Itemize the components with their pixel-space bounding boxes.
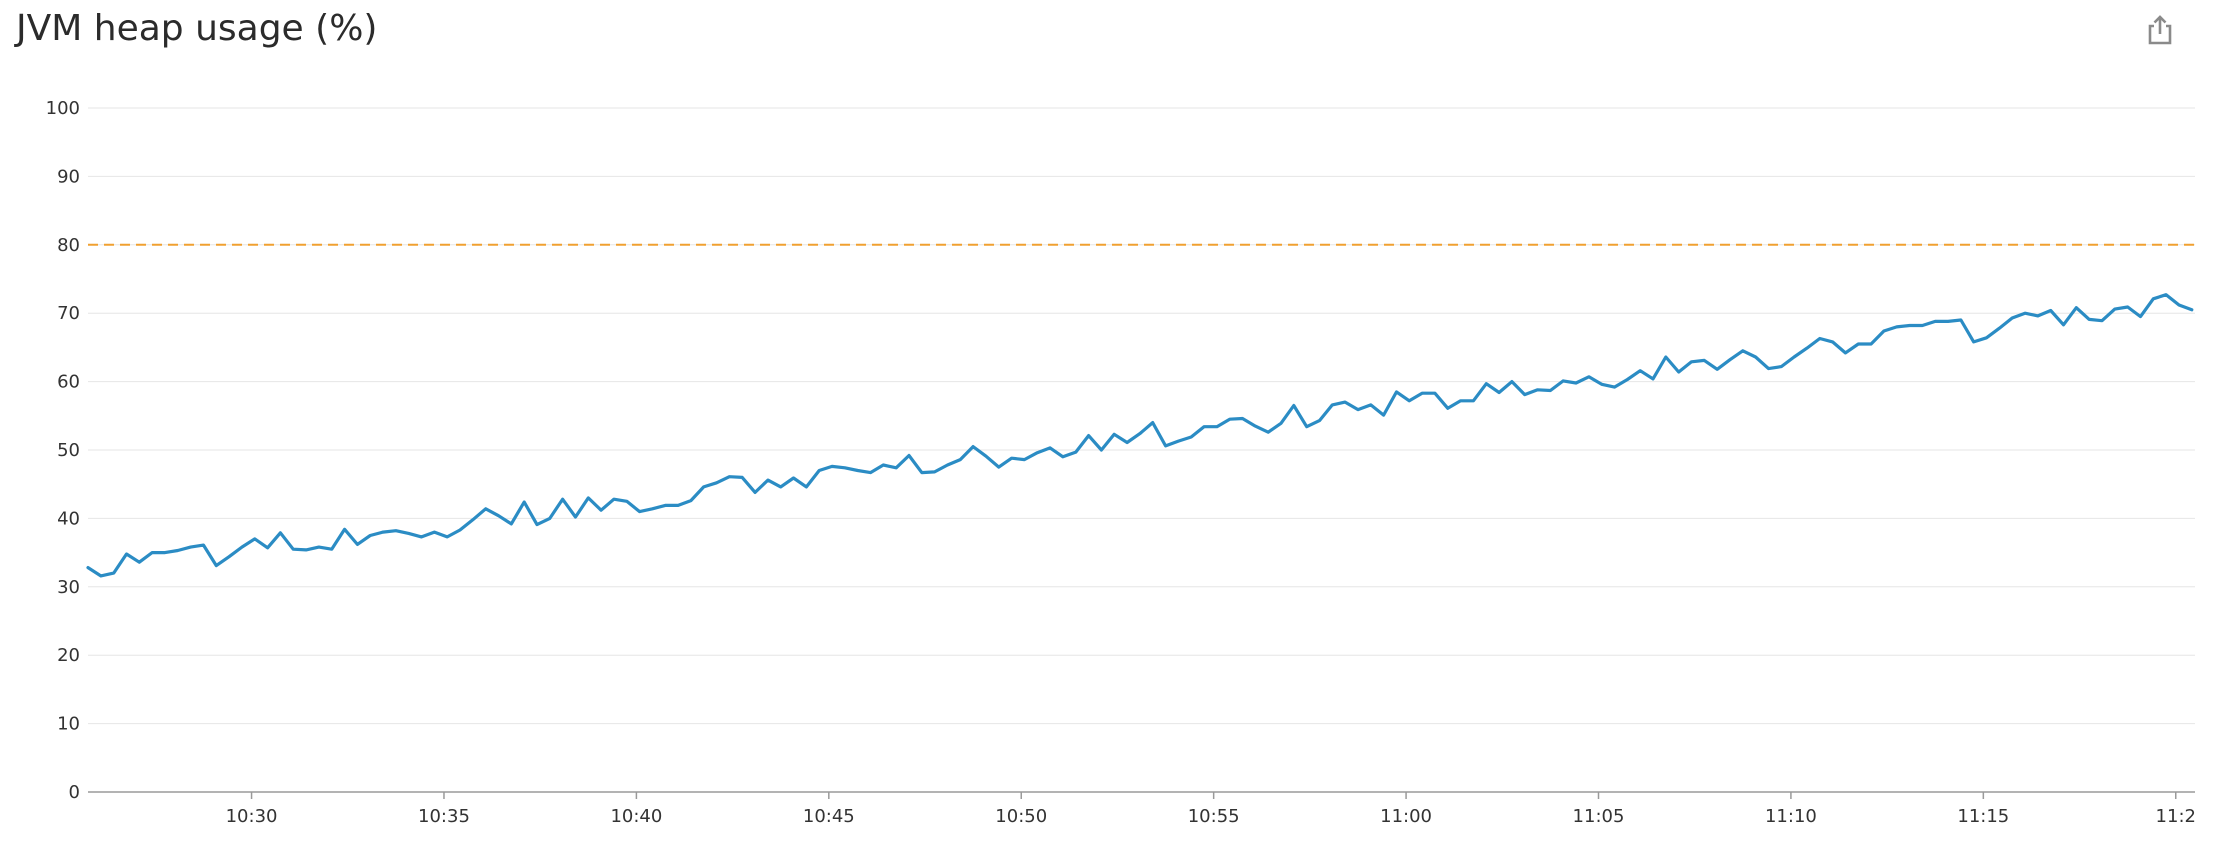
- y-tick-label: 10: [57, 714, 80, 735]
- y-tick-label: 70: [57, 303, 80, 324]
- share-button[interactable]: [2140, 10, 2180, 50]
- x-tick-label: 11:15: [1957, 806, 2009, 827]
- y-tick-label: 30: [57, 577, 80, 598]
- y-tick-label: 90: [57, 166, 80, 187]
- x-tick-label: 11:2: [2156, 806, 2196, 827]
- y-tick-label: 100: [46, 98, 80, 119]
- x-tick-label: 11:00: [1380, 806, 1432, 827]
- grid-lines: [88, 107, 2195, 793]
- y-tick-label: 50: [57, 440, 80, 461]
- x-tick-label: 11:05: [1573, 806, 1625, 827]
- y-axis: 0 10 20 30 40 50 60 70 80 90 100: [46, 98, 80, 803]
- x-tick-label: 10:55: [1188, 806, 1240, 827]
- chart-title: JVM heap usage (%): [16, 8, 378, 49]
- series-line: [86, 293, 2194, 578]
- x-tick-label: 10:35: [418, 806, 470, 827]
- x-axis: 10:30 10:35 10:40 10:45 10:50 10:55 11:00 11:05…: [226, 792, 2196, 827]
- y-tick-label: 0: [69, 782, 80, 803]
- plot-area: [86, 243, 2195, 578]
- y-tick-label: 80: [57, 235, 80, 256]
- y-tick-label: 40: [57, 508, 80, 529]
- x-tick-label: 10:40: [610, 806, 662, 827]
- x-tick-label: 10:30: [226, 806, 278, 827]
- y-tick-label: 20: [57, 645, 80, 666]
- x-tick-label: 11:10: [1765, 806, 1817, 827]
- x-tick-label: 10:45: [803, 806, 855, 827]
- y-tick-label: 60: [57, 372, 80, 393]
- x-tick-label: 10:50: [995, 806, 1047, 827]
- share-icon: [2148, 15, 2172, 45]
